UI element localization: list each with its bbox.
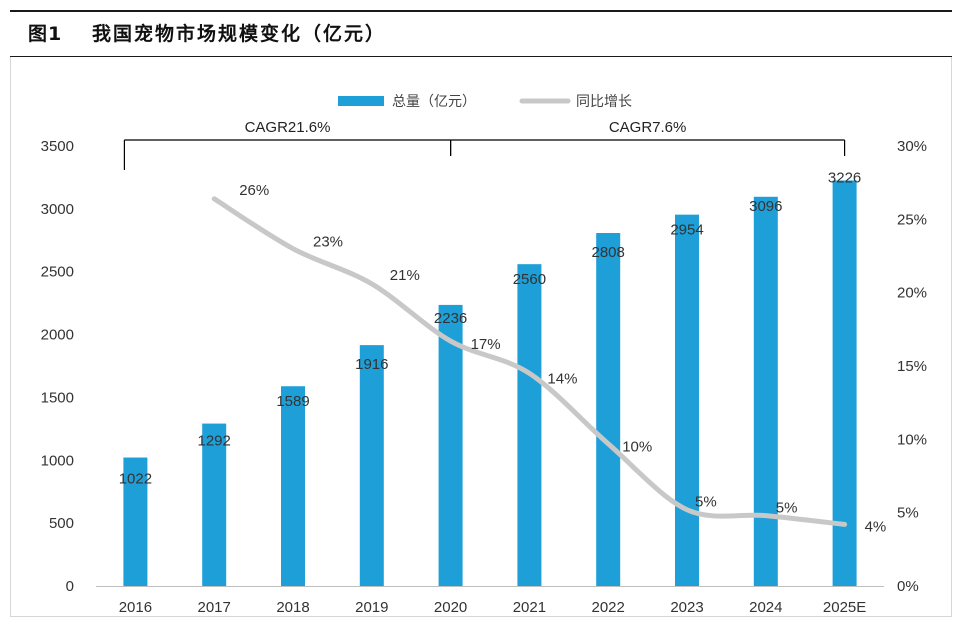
bar-2017: [202, 423, 227, 586]
growth-value-label: 4%: [865, 518, 887, 535]
x-tick-label: 2019: [355, 599, 388, 616]
x-tick-label: 2017: [198, 599, 231, 616]
y-right-tick-label: 25%: [897, 211, 927, 228]
y-left-tick-label: 3000: [41, 201, 74, 218]
bar-2016: [123, 457, 148, 586]
y-left-tick-label: 0: [66, 578, 74, 595]
growth-value-label: 17%: [471, 336, 501, 353]
figure-title: 我国宠物市场规模变化（亿元）: [92, 23, 387, 45]
bar-value-label: 2954: [670, 222, 703, 239]
x-tick-label: 2020: [434, 599, 467, 616]
y-right-tick-label: 0%: [897, 578, 919, 595]
y-left-tick-label: 2500: [41, 264, 74, 281]
y-right-tick-label: 20%: [897, 285, 927, 302]
x-tick-label: 2022: [592, 599, 625, 616]
figure-label: 图1: [28, 23, 63, 45]
y-left-tick-label: 1000: [41, 452, 74, 469]
x-tick-label: 2025E: [823, 599, 866, 616]
bar-value-label: 1589: [276, 393, 309, 410]
y-left-tick-label: 3500: [41, 138, 74, 155]
bar-value-label: 1022: [119, 471, 152, 488]
bar-2020: [438, 304, 463, 586]
growth-value-label: 5%: [695, 494, 717, 511]
bar-2019: [359, 345, 384, 586]
growth-value-label: 10%: [622, 439, 652, 456]
legend-bar-swatch: [338, 96, 384, 106]
bar-value-label: 3096: [749, 198, 782, 215]
cagr-label: CAGR7.6%: [609, 119, 687, 136]
growth-value-label: 21%: [390, 267, 420, 284]
y-right-tick-label: 10%: [897, 431, 927, 448]
cagr-label: CAGR21.6%: [245, 119, 331, 136]
y-right-tick-label: 15%: [897, 358, 927, 375]
bar-2022: [596, 232, 621, 586]
bar-2018: [281, 386, 305, 586]
bar-2025E: [832, 180, 857, 586]
y-right-tick-label: 5%: [897, 505, 919, 522]
title-rule-bottom: [10, 56, 952, 57]
chart-frame: [10, 57, 952, 617]
bar-2024: [753, 196, 778, 586]
x-tick-label: 2024: [749, 599, 782, 616]
y-left-tick-label: 500: [49, 515, 74, 532]
y-left-tick-label: 1500: [41, 389, 74, 406]
growth-value-label: 5%: [776, 500, 798, 517]
bar-2021: [517, 264, 542, 586]
title-rule-top: [10, 10, 952, 12]
bar-value-label: 2560: [513, 271, 546, 288]
legend-bar-label: 总量（亿元）: [392, 94, 476, 110]
bar-value-label: 3226: [828, 169, 861, 186]
growth-value-label: 23%: [313, 234, 343, 251]
y-right-tick-label: 30%: [897, 138, 927, 155]
x-tick-label: 2018: [276, 599, 309, 616]
bar-value-label: 1916: [355, 356, 388, 373]
growth-value-label: 14%: [547, 370, 577, 387]
x-tick-label: 2023: [670, 599, 703, 616]
y-left-tick-label: 2000: [41, 327, 74, 344]
bar-value-label: 2808: [592, 244, 625, 261]
bar-2023: [675, 214, 699, 586]
growth-line: [211, 196, 848, 527]
x-tick-label: 2016: [119, 599, 152, 616]
growth-value-label: 26%: [239, 182, 269, 199]
legend-line-label: 同比增长: [576, 94, 632, 110]
bar-value-label: 2236: [434, 310, 467, 327]
x-tick-label: 2021: [513, 599, 546, 616]
bar-value-label: 1292: [198, 433, 231, 450]
